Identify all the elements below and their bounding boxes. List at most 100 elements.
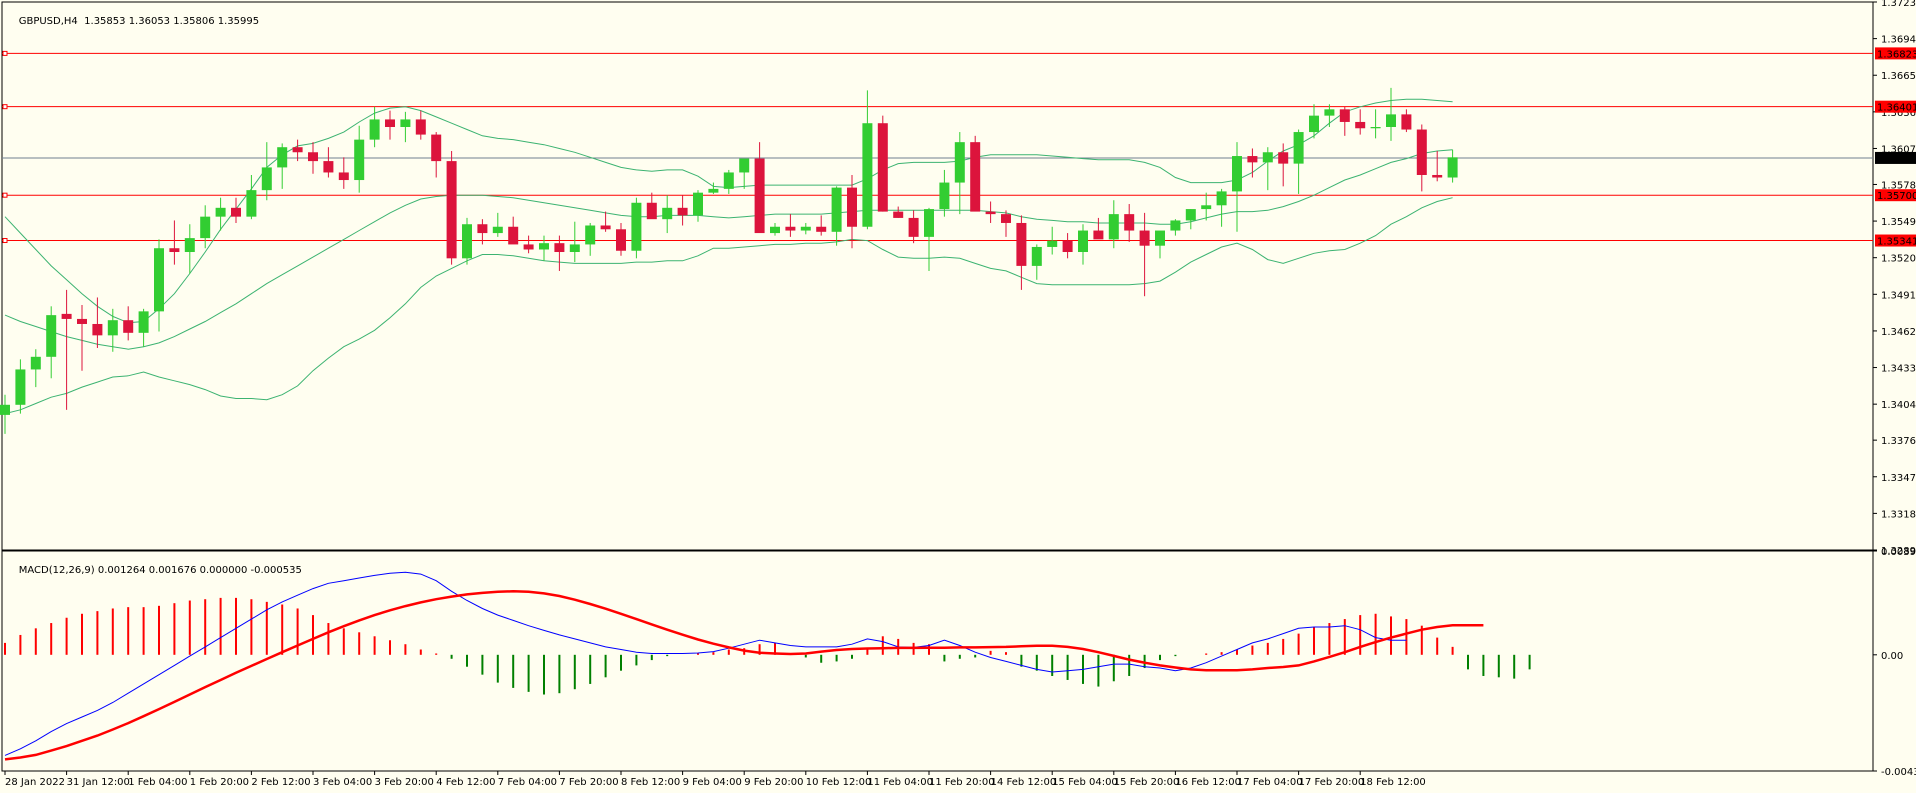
candle-body [338, 172, 349, 181]
time-axis-label: 17 Feb 04:00 [1237, 777, 1303, 788]
time-axis-label: 15 Feb 20:00 [1114, 777, 1180, 788]
level-price-tag [1875, 100, 1916, 113]
candle-body [1001, 214, 1011, 223]
macd-axis-label: 0.003921 [1881, 547, 1916, 558]
candle-body [985, 211, 996, 215]
price-axis-label: 1.37230 [1881, 0, 1916, 9]
candle-body [539, 243, 549, 250]
candle-body [277, 147, 288, 168]
candle-body [1386, 114, 1396, 128]
candle-body [1139, 230, 1150, 246]
candle-body [770, 226, 780, 234]
candle-body [1262, 152, 1273, 163]
candle-body [1078, 230, 1088, 253]
price-axis-label: 1.34915 [1881, 290, 1916, 301]
candle-body [169, 248, 180, 253]
time-axis-label: 9 Feb 20:00 [744, 777, 803, 788]
level-anchor [2, 192, 8, 198]
candles-group [0, 87, 1458, 434]
candle-body [1047, 240, 1058, 247]
candle-body [1309, 115, 1319, 133]
candle-body [831, 187, 842, 232]
macd-label: MACD(12,26,9) 0.001264 0.001676 0.000000… [18, 565, 302, 576]
candle-body [1324, 109, 1335, 116]
time-axis-label: 28 Jan 2022 [5, 777, 65, 788]
candle-body [0, 404, 10, 415]
candle-body [400, 119, 411, 128]
candle-body [816, 226, 827, 232]
time-axis-label: 18 Feb 12:00 [1360, 777, 1426, 788]
level-anchor [2, 104, 8, 110]
candle-body [1016, 222, 1027, 266]
time-axis-label: 1 Feb 04:00 [128, 777, 187, 788]
price-axis-label: 1.33180 [1881, 509, 1916, 520]
bollinger-lower-line [4, 197, 1453, 415]
candle-body [1201, 205, 1212, 210]
candle-body [693, 192, 703, 216]
candle-body [1247, 156, 1258, 163]
candle-body [184, 238, 195, 253]
candle-body [477, 224, 488, 234]
candle-body [708, 188, 719, 193]
price-panel-frame [1, 1, 1874, 551]
candle-body [646, 202, 657, 220]
candle-body [246, 190, 257, 217]
candle-body [369, 119, 380, 140]
candle-body [554, 243, 565, 253]
candle-body [1155, 230, 1165, 246]
candle-body [785, 226, 796, 231]
candle-body [1170, 220, 1181, 231]
candle-body [308, 152, 318, 162]
candle-body [323, 161, 334, 173]
candle-body [616, 229, 626, 251]
candle-body [1447, 157, 1458, 178]
symbol-label: GBPUSD,H4 [18, 16, 78, 27]
candle-body [523, 244, 534, 250]
candle-body [939, 182, 950, 210]
candle-body [1355, 121, 1366, 129]
time-axis-label: 31 Jan 12:00 [67, 777, 130, 788]
candle-body [739, 158, 750, 173]
candle-body [1370, 127, 1381, 129]
candle-body [1062, 240, 1073, 253]
candle-body [1432, 174, 1443, 178]
price-axis-label: 1.34335 [1881, 364, 1916, 375]
candle-body [877, 123, 888, 212]
price-axis-label: 1.36070 [1881, 144, 1916, 155]
time-axis-label: 9 Feb 04:00 [683, 777, 742, 788]
candle-body [600, 225, 611, 230]
price-axis-label: 1.36650 [1881, 71, 1916, 82]
price-axis-label: 1.34045 [1881, 400, 1916, 411]
candle-body [61, 313, 72, 319]
candle-body [261, 167, 272, 191]
macd-panel-title: MACD(12,26,9) 0.001264 0.001676 0.000000… [6, 554, 302, 587]
signal-line [4, 590, 1484, 761]
macd-histogram-group [4, 597, 1531, 695]
price-axis-label: 1.33470 [1881, 473, 1916, 484]
candle-body [508, 226, 519, 245]
level-price-label: 1.36401 [1877, 103, 1916, 114]
macd-panel-frame [1, 550, 1874, 772]
time-axis-label: 3 Feb 20:00 [375, 777, 434, 788]
candle-body [908, 217, 919, 237]
candle-body [1293, 132, 1304, 164]
candle-body [92, 323, 103, 336]
level-price-label: 1.35341 [1877, 237, 1916, 248]
time-axis-label: 11 Feb 20:00 [929, 777, 995, 788]
level-price-label: 1.35700 [1877, 191, 1916, 202]
candle-body [954, 142, 965, 183]
candle-body [492, 226, 503, 234]
time-axis-label: 17 Feb 20:00 [1299, 777, 1365, 788]
time-axis-label: 15 Feb 04:00 [1052, 777, 1118, 788]
candle-body [215, 207, 226, 217]
candle-body [415, 119, 426, 135]
level-anchor [2, 50, 8, 56]
candle-body [200, 216, 211, 239]
candle-body [924, 209, 934, 237]
candle-body [354, 139, 365, 181]
level-price-tag [1875, 234, 1916, 247]
time-axis-label: 7 Feb 20:00 [559, 777, 618, 788]
ohlc-label: 1.35853 1.36053 1.35806 1.35995 [84, 16, 260, 27]
candle-body [1216, 191, 1227, 206]
